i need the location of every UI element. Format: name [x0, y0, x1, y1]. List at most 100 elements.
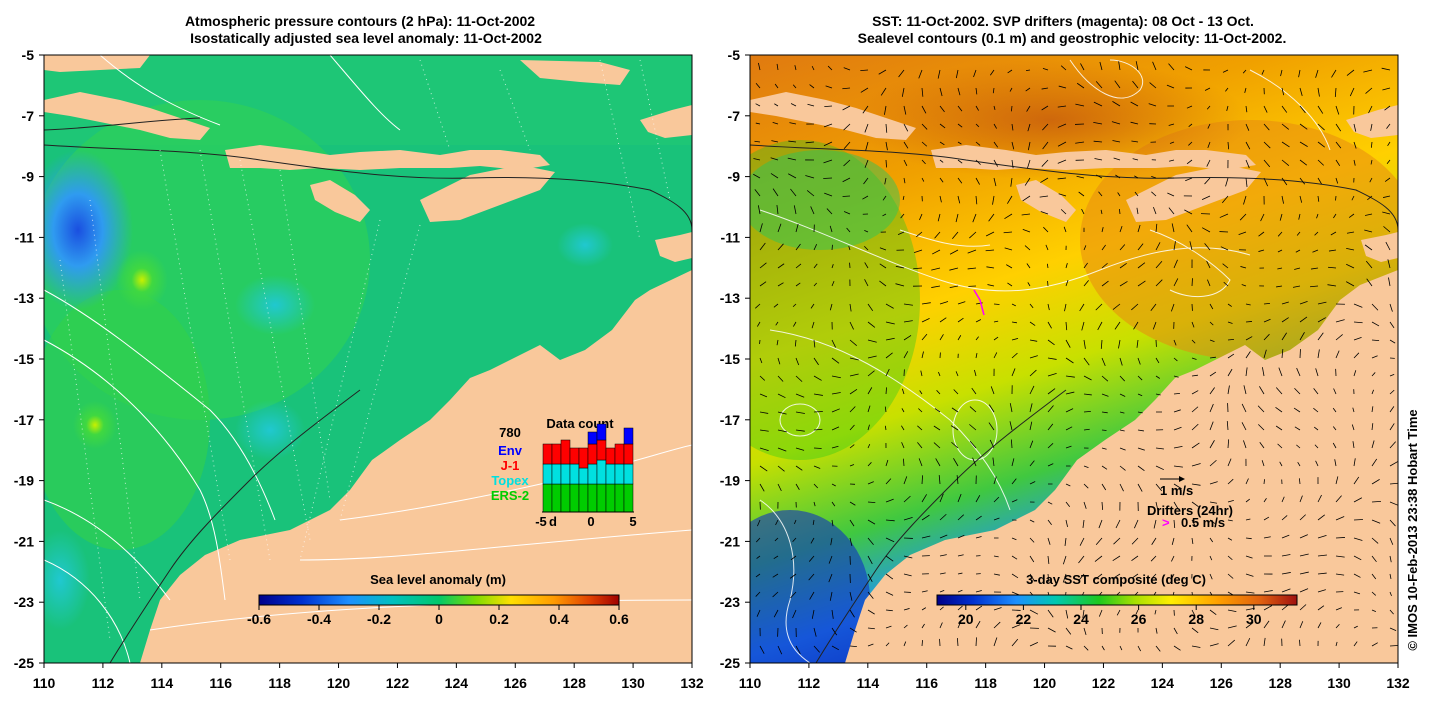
- velocity-vector: [1258, 249, 1265, 252]
- sst-colorbar-label: 3-day SST composite (deg C): [1026, 572, 1206, 587]
- velocity-vector: [1065, 391, 1075, 395]
- velocity-vector: [789, 573, 797, 579]
- velocity-vector: [1317, 177, 1322, 185]
- dc-tick-d: d: [549, 514, 557, 529]
- velocity-vector: [1353, 497, 1363, 503]
- data-count-bar-segment: [614, 463, 625, 485]
- velocity-vector: [829, 591, 833, 601]
- velocity-vector: [831, 609, 834, 619]
- velocity-vector: [777, 393, 786, 399]
- velocity-vector: [957, 514, 965, 521]
- velocity-vector: [1191, 483, 1201, 486]
- velocity-vector: [1047, 303, 1050, 311]
- velocity-vector: [1101, 465, 1108, 470]
- velocity-vector: [939, 87, 943, 97]
- velocity-vector: [1299, 105, 1306, 114]
- velocity-vector: [1011, 368, 1016, 377]
- velocity-vector: [951, 441, 959, 449]
- velocity-vector: [1227, 385, 1230, 395]
- velocity-vector: [1312, 249, 1319, 253]
- velocity-vector: [921, 475, 923, 485]
- velocity-vector: [1353, 591, 1361, 595]
- velocity-vector: [1083, 262, 1088, 269]
- velocity-vector: [1313, 407, 1319, 413]
- velocity-vector: [1245, 518, 1251, 521]
- velocity-vector: [1137, 262, 1146, 269]
- satellite-tracks: [59, 59, 671, 641]
- velocity-vector: [1335, 607, 1342, 611]
- velocity-vector: [903, 320, 913, 323]
- velocity-vector: [1263, 318, 1271, 323]
- velocity-vector: [903, 573, 912, 577]
- velocity-vector: [1065, 357, 1074, 364]
- velocity-vector: [1029, 440, 1034, 449]
- velocity-vector: [969, 440, 977, 449]
- x-tick-label: 118: [268, 675, 291, 691]
- velocity-vector: [1281, 301, 1289, 305]
- velocity-vector: [1335, 105, 1340, 115]
- velocity-vector: [1155, 645, 1161, 652]
- velocity-vector: [1352, 407, 1355, 413]
- velocity-vector: [1263, 479, 1265, 485]
- x-tick-label: 116: [915, 675, 938, 691]
- velocity-vector: [1011, 159, 1014, 169]
- velocity-vector: [1207, 279, 1211, 287]
- velocity-vector: [1245, 105, 1248, 113]
- colorbar-tick-label: -0.2: [367, 611, 391, 627]
- colorbar-tick-label: 24: [1073, 611, 1089, 627]
- velocity-vector: [1245, 573, 1254, 577]
- velocity-vector: [813, 375, 822, 381]
- velocity-vector: [903, 159, 908, 166]
- velocity-vector: [1173, 393, 1180, 395]
- velocity-vector: [829, 303, 833, 311]
- velocity-vector: [1081, 208, 1085, 215]
- velocity-vector: [1029, 573, 1035, 581]
- velocity-vector: [1389, 321, 1395, 329]
- velocity-vector: [813, 501, 816, 507]
- velocity-vector: [949, 249, 959, 255]
- velocity-vector: [1317, 123, 1325, 131]
- velocity-vector: [975, 494, 981, 503]
- velocity-vector: [757, 205, 761, 215]
- imos-credit: © IMOS 10-Feb-2013 23:38 Hobart Time: [1405, 409, 1420, 650]
- velocity-vector: [975, 336, 979, 341]
- velocity-vector: [885, 321, 895, 325]
- legend-j1: J-1: [501, 458, 520, 473]
- velocity-vector: [1299, 534, 1308, 539]
- velocity-vector: [1065, 483, 1071, 487]
- velocity-vector: [1353, 537, 1363, 541]
- velocity-vector: [1173, 278, 1179, 287]
- velocity-vector: [1227, 338, 1234, 341]
- left-title-line2: Isostatically adjusted sea level anomaly…: [190, 30, 542, 46]
- velocity-vector: [1335, 495, 1342, 503]
- velocity-vector: [1057, 177, 1067, 180]
- velocity-vector: [754, 140, 761, 143]
- velocity-vector: [1191, 321, 1195, 328]
- velocity-vector: [1047, 609, 1054, 618]
- velocity-vector: [1155, 447, 1164, 450]
- x-tick-label: 116: [209, 675, 232, 691]
- velocity-vector: [918, 69, 923, 79]
- velocity-vector: [830, 537, 833, 546]
- velocity-vector: [1389, 423, 1395, 431]
- velocity-vector: [993, 352, 998, 359]
- velocity-vector: [813, 645, 820, 653]
- velocity-vector: [1317, 534, 1327, 539]
- velocity-vector: [1206, 159, 1211, 167]
- velocity-vector: [903, 141, 909, 149]
- velocity-vector: [1315, 368, 1319, 377]
- data-count-bars: [542, 423, 634, 513]
- velocity-vector: [903, 105, 907, 115]
- velocity-vector: [813, 282, 817, 287]
- velocity-vector: [1064, 537, 1067, 546]
- velocity-vector: [1011, 141, 1015, 150]
- velocity-vector: [1057, 159, 1067, 164]
- velocity-vector: [831, 264, 834, 269]
- velocity-vector: [1151, 175, 1157, 179]
- velocity-vector: [843, 211, 851, 215]
- velocity-vector: [867, 355, 877, 359]
- velocity-vector: [1093, 140, 1103, 143]
- velocity-vector: [1058, 85, 1067, 89]
- data-count-bar-segment: [623, 443, 634, 465]
